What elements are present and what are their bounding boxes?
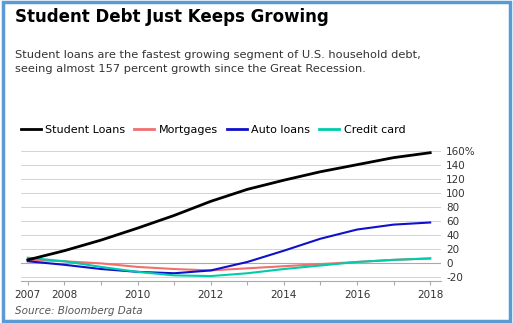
Text: Student loans are the fastest growing segment of U.S. household debt,
seeing alm: Student loans are the fastest growing se… xyxy=(15,50,421,74)
Text: Student Debt Just Keeps Growing: Student Debt Just Keeps Growing xyxy=(15,8,329,26)
Text: Source: Bloomberg Data: Source: Bloomberg Data xyxy=(15,306,143,316)
Legend: Student Loans, Mortgages, Auto loans, Credit card: Student Loans, Mortgages, Auto loans, Cr… xyxy=(21,125,405,135)
